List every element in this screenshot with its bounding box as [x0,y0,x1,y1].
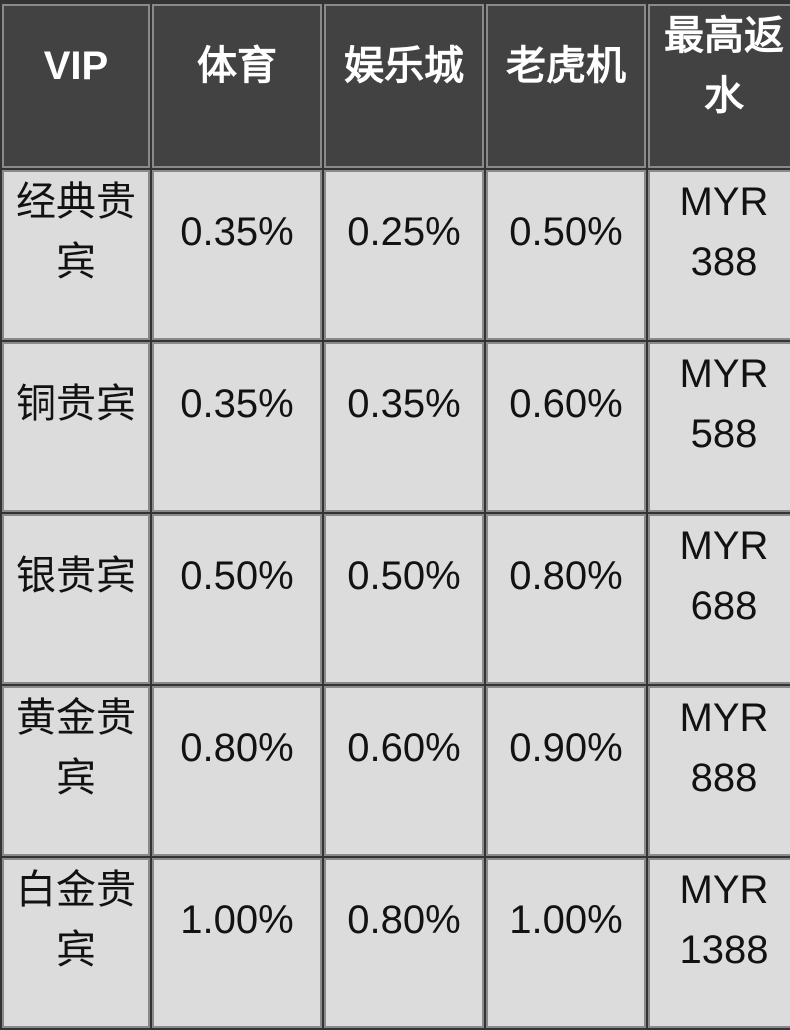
cell-max-rebate: MYR 388 [648,170,790,340]
column-header-vip: VIP [2,4,150,168]
table-row: 铜贵宾 0.35% 0.35% 0.60% MYR 588 [2,342,790,512]
cell-max-rebate: MYR 588 [648,342,790,512]
table-row: 银贵宾 0.50% 0.50% 0.80% MYR 688 [2,514,790,684]
column-header-max-rebate: 最高返水 [648,4,790,168]
cell-sports: 1.00% [152,858,322,1028]
cell-tier: 经典贵宾 [2,170,150,340]
cell-max-rebate: MYR 1388 [648,858,790,1028]
table-row: 黄金贵宾 0.80% 0.60% 0.90% MYR 888 [2,686,790,856]
cell-casino: 0.35% [324,342,484,512]
cell-slots: 0.50% [486,170,646,340]
cell-tier: 白金贵宾 [2,858,150,1028]
cell-slots: 0.60% [486,342,646,512]
table-row: 白金贵宾 1.00% 0.80% 1.00% MYR 1388 [2,858,790,1028]
cell-casino: 0.60% [324,686,484,856]
cell-sports: 0.35% [152,342,322,512]
cell-tier: 银贵宾 [2,514,150,684]
cell-max-rebate: MYR 688 [648,514,790,684]
header-row: VIP 体育 娱乐城 老虎机 最高返水 [2,4,790,168]
cell-max-rebate: MYR 888 [648,686,790,856]
cell-casino: 0.25% [324,170,484,340]
cell-sports: 0.35% [152,170,322,340]
cell-slots: 0.90% [486,686,646,856]
cell-casino: 0.50% [324,514,484,684]
table-row: 经典贵宾 0.35% 0.25% 0.50% MYR 388 [2,170,790,340]
cell-slots: 0.80% [486,514,646,684]
cell-sports: 0.50% [152,514,322,684]
column-header-slots: 老虎机 [486,4,646,168]
cell-casino: 0.80% [324,858,484,1028]
cell-slots: 1.00% [486,858,646,1028]
column-header-sports: 体育 [152,4,322,168]
cell-tier: 黄金贵宾 [2,686,150,856]
column-header-casino: 娱乐城 [324,4,484,168]
cell-sports: 0.80% [152,686,322,856]
cell-tier: 铜贵宾 [2,342,150,512]
